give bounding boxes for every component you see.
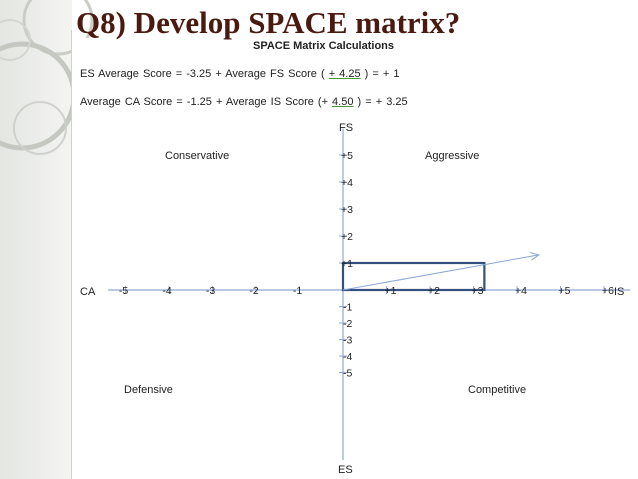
es-calc-suffix: ) = + 1 — [360, 68, 400, 80]
ca-calc-suffix: ) = + 3.25 — [353, 96, 408, 108]
es-calc-prefix: ES Average Score = -3.25 + Average FS Sc… — [80, 68, 329, 80]
x-tick-label: -2 — [249, 285, 258, 297]
y-tick-label: +4 — [341, 177, 353, 189]
x-tick-label: +3 — [472, 285, 484, 297]
y-tick-label: -4 — [343, 351, 352, 363]
x-tick-label: +6 — [602, 285, 614, 297]
quadrant-label-aggressive: Aggressive — [425, 150, 479, 162]
ca-calc-value: 4.50 — [332, 96, 354, 108]
calculations-heading: SPACE Matrix Calculations — [253, 40, 394, 52]
axis-label-es: ES — [338, 464, 353, 476]
axis-label-is: IS — [614, 286, 624, 298]
y-tick-label: -2 — [343, 318, 352, 330]
y-tick-label: +5 — [341, 150, 353, 162]
x-tick-label: +2 — [428, 285, 440, 297]
y-tick-label: -5 — [343, 368, 352, 380]
ca-calc-prefix: Average CA Score = -1.25 + Average IS Sc… — [80, 96, 333, 108]
direction-vector — [342, 254, 539, 291]
x-tick-label: -4 — [162, 285, 171, 297]
y-tick-label: -3 — [343, 335, 352, 347]
axis-label-fs: FS — [339, 122, 353, 134]
vector-arrowhead — [529, 251, 540, 261]
slide-title: Q8) Develop SPACE matrix? — [76, 5, 461, 40]
es-calc-value: + 4.25 — [328, 68, 361, 80]
quadrant-label-competitive: Competitive — [468, 384, 526, 396]
x-tick-label: -5 — [119, 285, 128, 297]
quadrant-label-conservative: Conservative — [165, 150, 229, 162]
position-rectangle — [341, 261, 486, 292]
x-tick-label: -3 — [206, 285, 215, 297]
ca-calculation: Average CA Score = -1.25 + Average IS Sc… — [80, 96, 408, 108]
axis-label-ca: CA — [80, 286, 96, 298]
x-tick-label: +4 — [515, 285, 527, 297]
x-tick-label: -1 — [293, 285, 302, 297]
y-tick-label: +1 — [341, 258, 353, 270]
y-tick-label: +3 — [341, 204, 353, 216]
y-tick-label: +2 — [341, 231, 353, 243]
quadrant-label-defensive: Defensive — [124, 384, 173, 396]
x-tick-label: +1 — [385, 285, 397, 297]
content-panel — [72, 38, 638, 479]
es-calculation: ES Average Score = -3.25 + Average FS Sc… — [80, 68, 399, 80]
y-tick-label: -1 — [343, 302, 352, 314]
x-tick-label: +5 — [559, 285, 571, 297]
